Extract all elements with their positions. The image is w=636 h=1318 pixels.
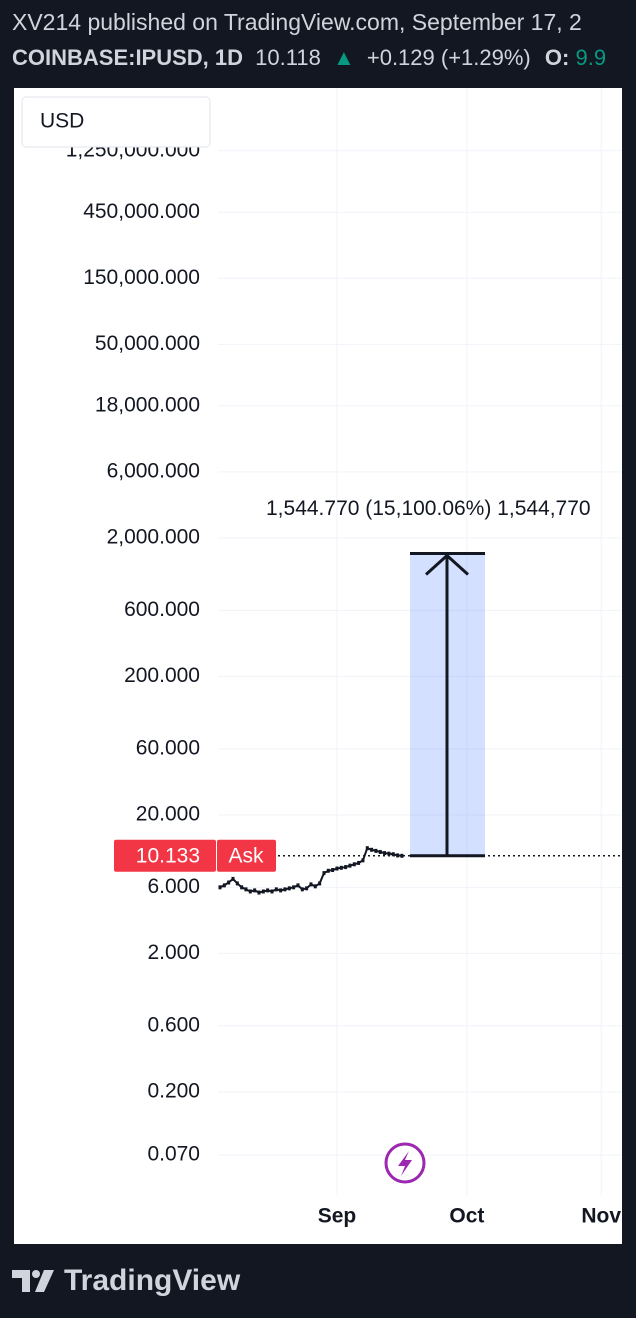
x-tick-label: Oct [449,1205,484,1228]
y-tick-label: 60.000 [136,736,200,759]
arrow: ▲ [333,45,355,70]
candle [331,868,335,873]
ask-badge [217,839,276,872]
y-tick-label: 0.070 [147,1143,200,1166]
candle [374,848,378,853]
open: 9.9 [575,45,606,70]
candle [222,883,226,888]
y-tick-label: 150,000.000 [83,266,200,289]
change: +0.129 (+1.29%) [367,45,531,70]
byline: XV214 published on TradingView.com, Sept… [12,9,582,35]
candle [309,882,313,887]
candle [391,852,395,857]
y-tick-label: 18,000.000 [95,393,200,416]
candle [261,889,265,894]
last: 10.118 [255,45,321,70]
candle [339,865,343,870]
x-tick-label: Sep [318,1205,357,1228]
candle [365,846,369,851]
candle [274,887,278,892]
logo-part [12,1270,30,1292]
logo-part [35,1270,54,1292]
logo-text: TradingView [64,1264,241,1297]
candle [227,880,231,885]
candle [231,876,235,881]
candle [378,849,382,854]
candle [357,860,361,865]
currency-box[interactable] [21,96,211,148]
candle [352,862,356,867]
x-tick-label: Nov [581,1205,621,1228]
y-tick-label: 200.000 [124,664,200,687]
chart-area [14,88,622,1244]
symbol-line: COINBASE:IPUSD, 1D 10.118 ▲ +0.129 (+1.2… [12,45,606,70]
candle [248,889,252,894]
candle [348,863,352,868]
candle [326,868,330,873]
candle [400,853,404,858]
plot: 1,250,000.000450,000.000150,000.00050,00… [66,88,622,1228]
measure-label: 1,544.770 (15,100.06%) 1,544,770 [266,497,591,520]
candle [344,865,348,870]
y-tick-label: 600.000 [124,598,200,621]
y-tick-label: 2,000.000 [107,525,200,548]
candle [270,889,274,894]
y-tick-label: 0.200 [147,1079,200,1102]
candle [266,888,270,893]
ask-label: Ask [228,844,264,867]
candle [292,885,296,890]
candle [322,871,326,876]
y-tick-label: 50,000.000 [95,332,200,355]
candle [313,884,317,889]
candle [240,885,244,890]
logo-part [32,1270,40,1278]
candle [218,885,222,890]
candle [257,890,261,895]
lightning-bolt [398,1151,412,1176]
measure-arrowhead [424,553,470,576]
candle [253,888,257,893]
y-tick-label: 0.600 [147,1013,200,1036]
candle [283,887,287,892]
candle [287,886,291,891]
candle [279,888,283,893]
price-badge-label: 10.133 [136,844,200,867]
y-tick-label: 6,000.000 [107,459,200,482]
y-tick-label: 2.000 [147,941,200,964]
candle [335,866,339,871]
candle [370,847,374,852]
symbol: COINBASE:IPUSD, 1D [12,45,243,70]
candle [318,881,322,886]
y-tick-label: 450,000.000 [83,200,200,223]
candle [244,887,248,892]
candle [383,851,387,856]
logo-mark [12,1270,54,1292]
y-tick-label: 6.000 [147,875,200,898]
candle [235,881,239,886]
y-tick-label: 20.000 [136,802,200,825]
candle [396,853,400,858]
currency: USD [40,110,84,133]
candle [361,858,365,863]
price-badge [114,839,216,872]
candle [296,883,300,888]
open-label: O: [545,45,569,70]
candle [300,887,304,892]
candle [387,851,391,856]
candle [305,886,309,891]
